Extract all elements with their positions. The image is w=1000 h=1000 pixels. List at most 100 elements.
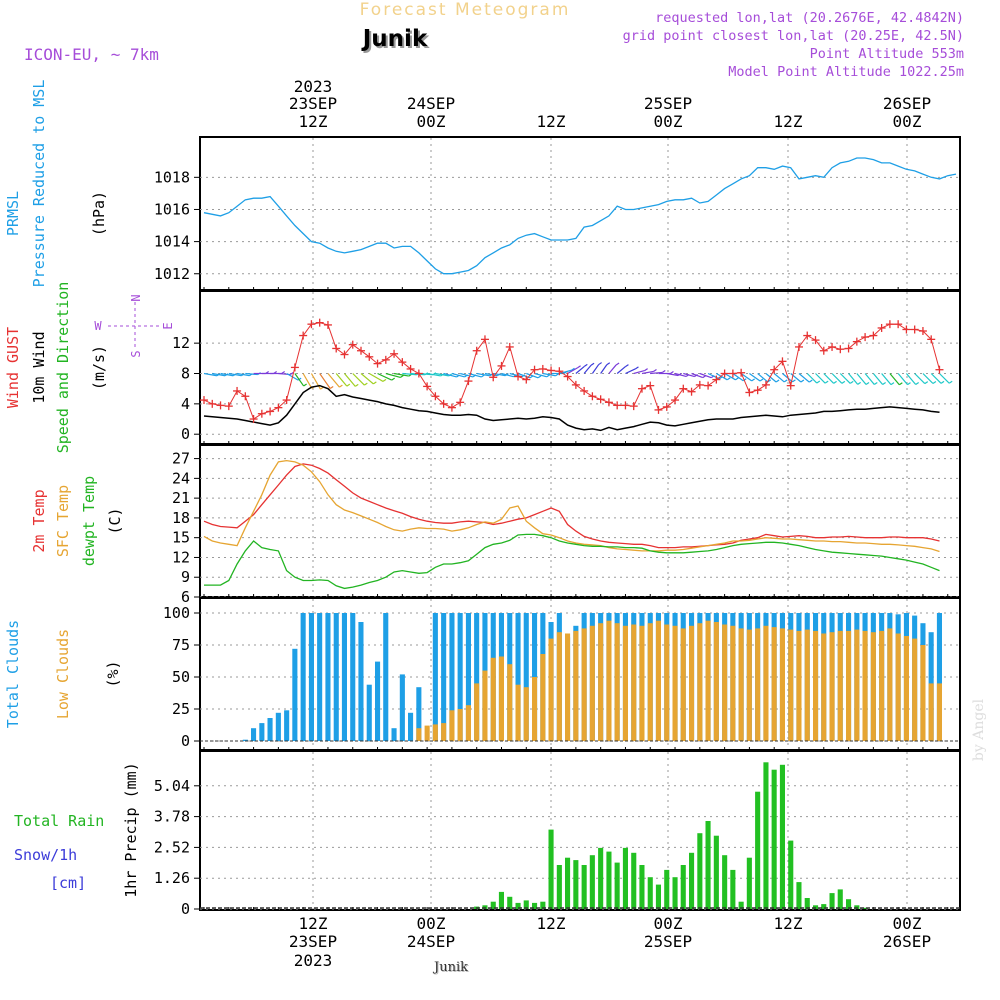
panel-frame	[199, 290, 961, 445]
wind-arrow	[765, 373, 777, 383]
axis-title: (C)	[106, 507, 124, 534]
cloud-bar	[416, 687, 422, 741]
wind-arrow-head	[890, 382, 895, 386]
precip-bar	[779, 764, 785, 909]
wind-arrow	[600, 364, 608, 374]
precip-bar	[655, 884, 661, 909]
time-label-year: 2023	[294, 77, 333, 96]
cloud-bar	[424, 725, 430, 741]
y-tick-label: 100	[163, 604, 190, 622]
wind-arrow	[823, 373, 835, 384]
cloud-bar	[556, 632, 562, 741]
wind-arrow-head	[289, 372, 294, 376]
location-title: Junik	[361, 26, 428, 52]
y-tick-label: 2.52	[154, 838, 190, 856]
cloud-bar	[515, 613, 521, 741]
cloud-bar	[854, 629, 860, 741]
cloud-bar	[490, 657, 496, 741]
panel-frame	[199, 750, 961, 911]
y-tick-label: 0	[181, 425, 190, 443]
compass-s: S	[129, 350, 143, 357]
wind-arrow	[608, 364, 617, 374]
y-tick-label: 0	[181, 900, 190, 918]
y-tick-label: 1.26	[154, 869, 190, 887]
wind-arrow-head	[329, 386, 334, 390]
wind-arrow	[393, 372, 409, 377]
time-label-hour: 00Z	[893, 914, 922, 933]
axis-title: 2m Temp	[30, 489, 48, 552]
wind-arrow-head	[751, 378, 756, 382]
time-label-hour: 12Z	[299, 112, 328, 131]
wind-arrow	[344, 373, 356, 387]
wind-arrow-head	[873, 381, 878, 385]
time-label-date: 25SEP	[644, 94, 692, 113]
wind-arrow	[707, 372, 720, 380]
wind-arrow	[831, 373, 843, 384]
y-tick-label: 9	[181, 568, 190, 586]
y-tick-label: 3.78	[154, 808, 190, 826]
panel-clouds: 0 25 50 75 100 Total Clouds Low Clouds (%)	[4, 597, 961, 751]
precip-bar	[738, 901, 744, 909]
wind-arrow-head	[735, 377, 739, 381]
cloud-bar	[441, 723, 447, 741]
cloud-bar	[341, 613, 347, 741]
cloud-bar	[846, 630, 852, 741]
time-label-date: 26SEP	[883, 932, 931, 951]
cloud-bar	[829, 632, 835, 741]
wind-arrow	[310, 373, 321, 390]
cloud-bar	[325, 613, 331, 741]
compass-w: W	[94, 319, 102, 333]
cloud-bar	[647, 623, 653, 741]
wind-arrow-head	[742, 378, 747, 382]
panel-wind: 0 4 8 12 Wind GUST 10m Wind Speed and Directio…	[4, 282, 961, 453]
wind-arrow	[451, 372, 465, 378]
precip-bar	[639, 865, 645, 909]
wind-arrow-head	[924, 381, 929, 385]
cloud-bar	[936, 683, 942, 741]
footer-location-shadow: Junik	[433, 961, 469, 976]
precip-bar	[532, 902, 538, 909]
cloud-bar	[912, 638, 918, 741]
cloud-bar	[532, 677, 538, 741]
wind-arrow	[897, 373, 908, 386]
cloud-bar	[713, 622, 719, 741]
cloud-bar	[920, 645, 926, 741]
time-label-date: 24SEP	[407, 932, 455, 951]
cloud-bar	[788, 629, 794, 741]
axis-title: dewpt Temp	[80, 476, 98, 566]
precip-bar	[689, 852, 695, 909]
precip-bar	[498, 891, 504, 909]
wind-arrow-head	[661, 369, 666, 373]
wind-arrow	[567, 367, 578, 375]
wind-arrow	[427, 372, 441, 377]
cloud-bar	[432, 613, 438, 741]
time-label-hour: 12Z	[537, 914, 566, 933]
wind-arrow	[922, 373, 934, 384]
wind-arrow-head	[303, 383, 307, 387]
cloud-bar	[821, 633, 827, 741]
cloud-bar	[350, 613, 356, 741]
cloud-bar	[680, 628, 686, 741]
wind-arrow	[460, 372, 474, 378]
y-tick-label: 18	[172, 509, 190, 527]
cloud-bar	[358, 622, 364, 741]
precip-bar	[523, 900, 529, 909]
cloud-bar	[408, 712, 414, 741]
y-tick-label: 24	[172, 469, 190, 487]
cloud-bar	[936, 613, 942, 741]
y-tick-label: 1016	[154, 200, 190, 218]
wind-arrow-head	[915, 382, 920, 386]
panel-frame	[199, 444, 961, 598]
wind-arrow-head	[932, 381, 937, 385]
wind-arrow	[905, 373, 917, 385]
wind-arrow-head	[882, 382, 886, 386]
wind-arrow-head	[537, 375, 542, 379]
legend-snow: Snow/1h	[14, 846, 77, 864]
cloud-bar	[664, 624, 670, 741]
compass: W E N S	[94, 294, 175, 357]
wind-arrow	[360, 373, 374, 385]
wind-arrow-head	[726, 377, 731, 381]
wind-arrow	[650, 371, 663, 375]
wind-arrow	[616, 366, 626, 374]
